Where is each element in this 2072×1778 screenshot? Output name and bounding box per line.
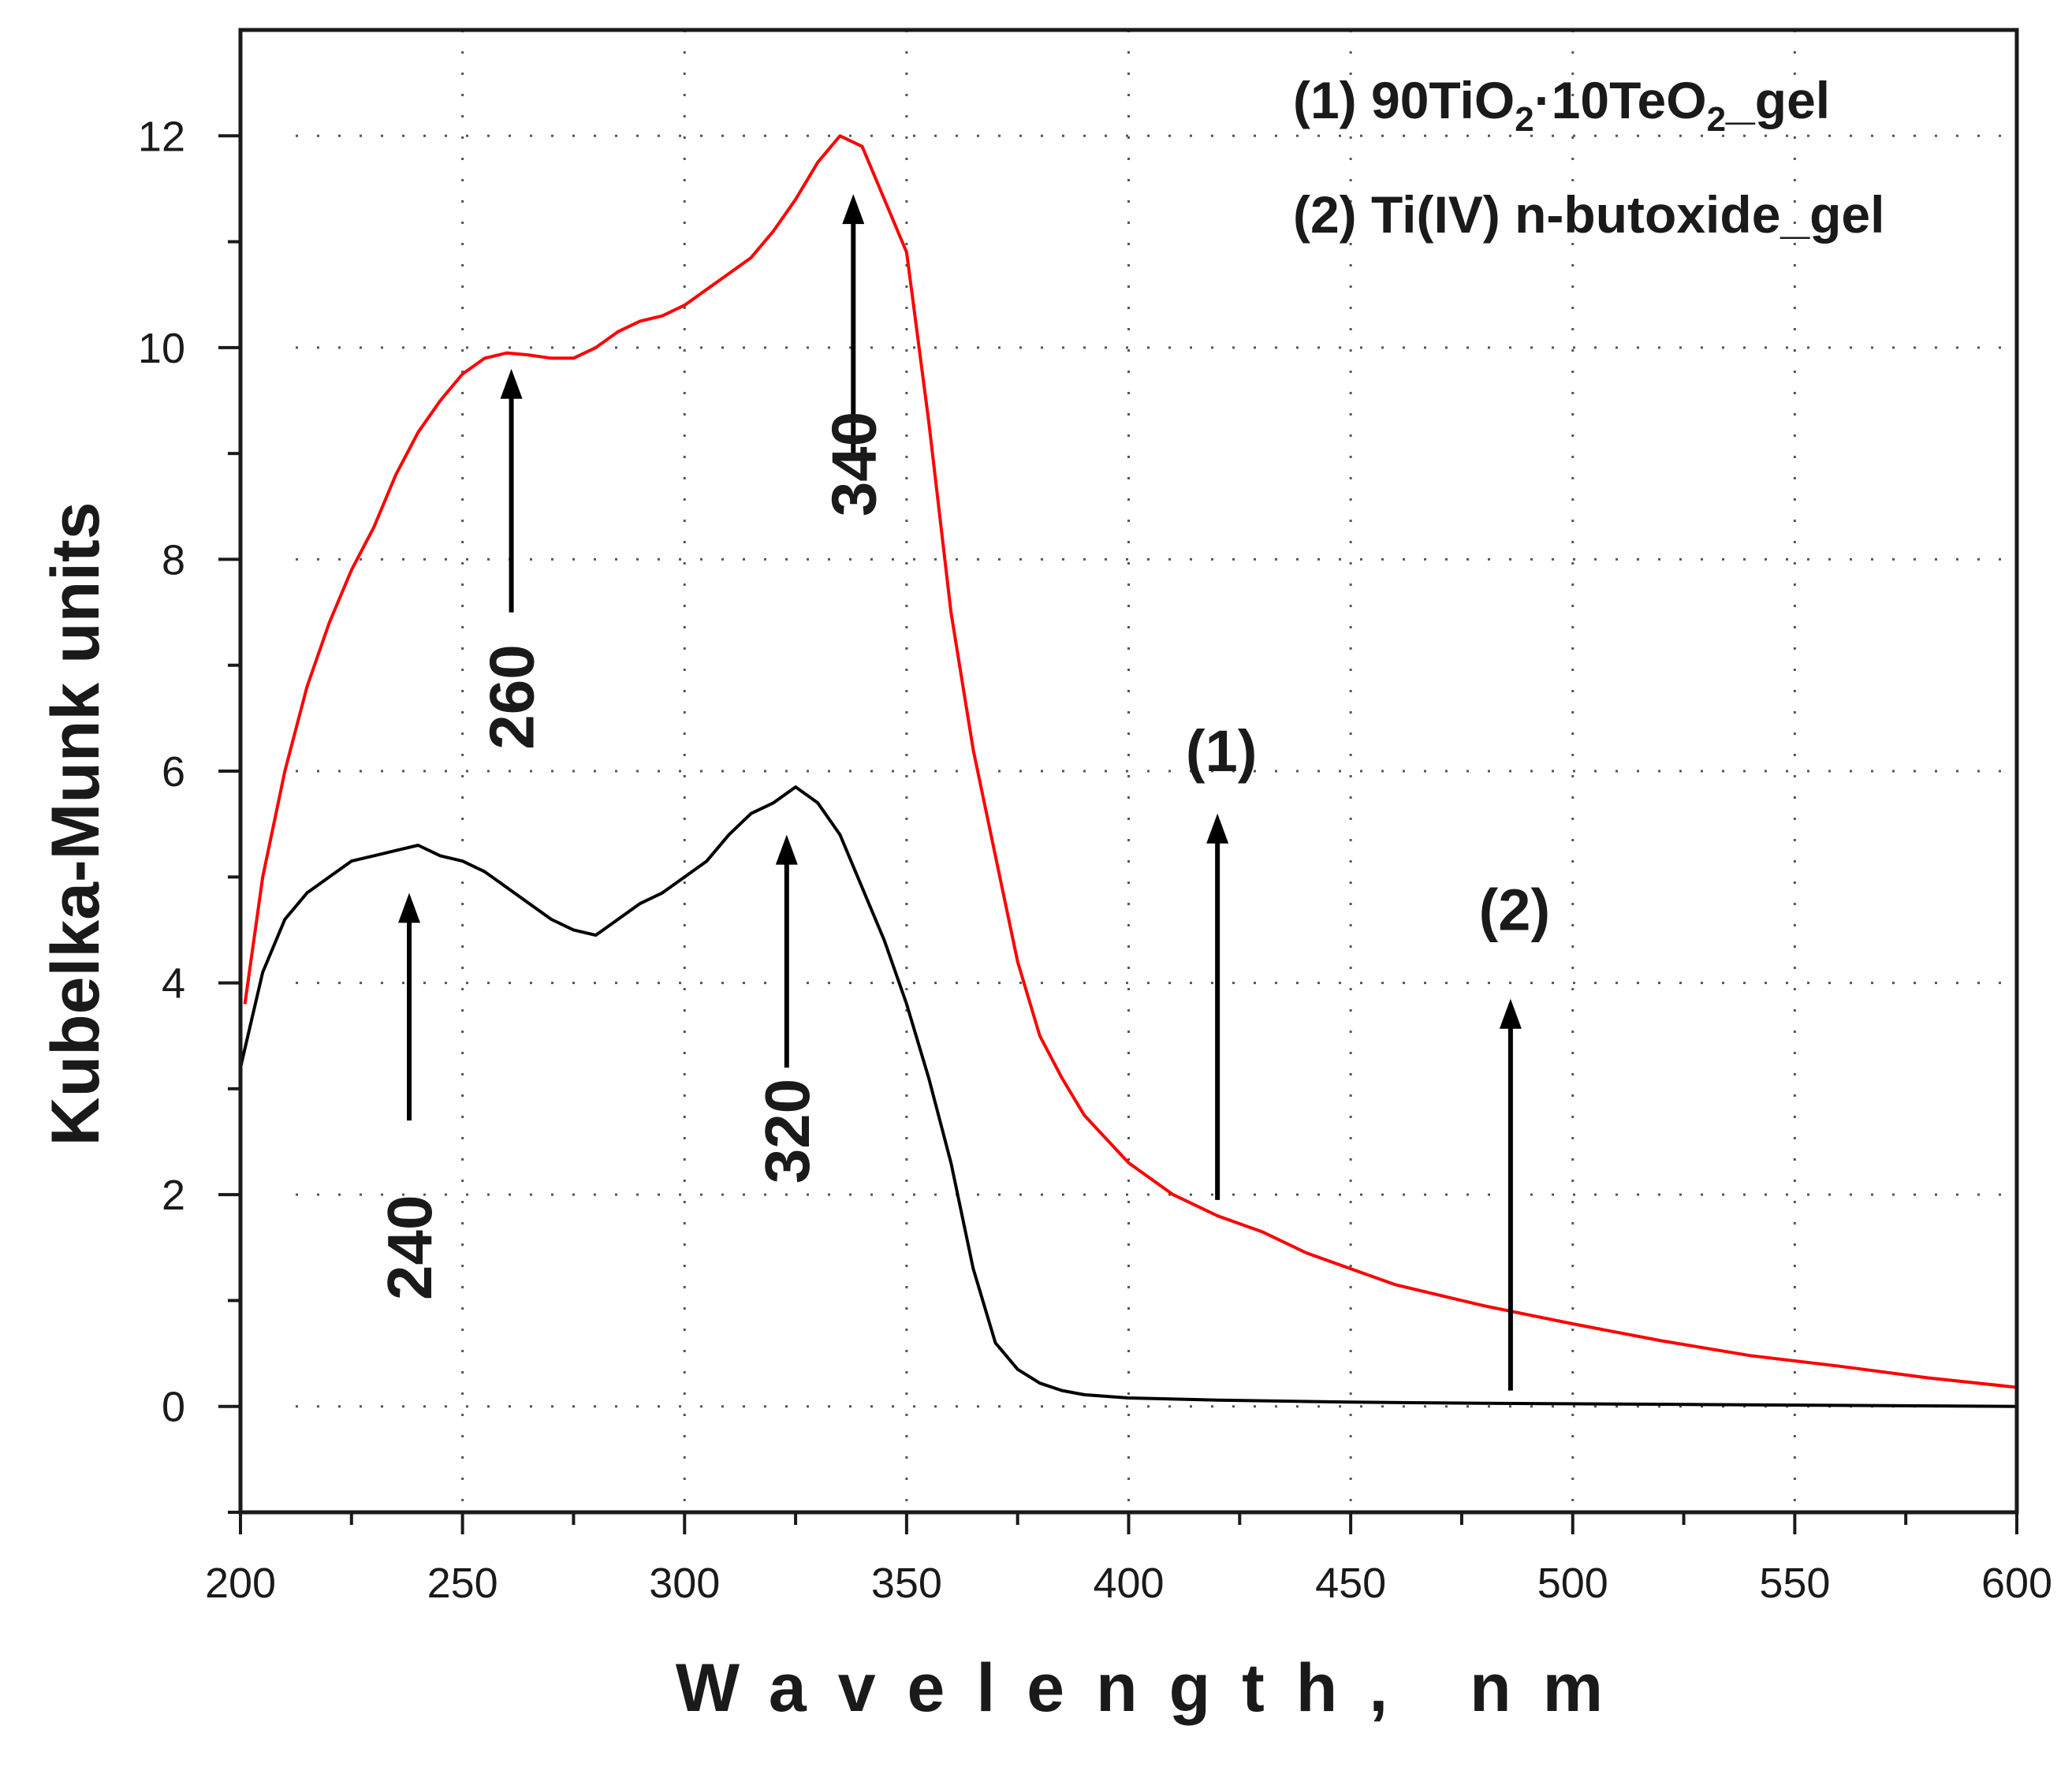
- y-tick-label-4: 4: [162, 960, 185, 1008]
- curve-arrow-2-head: [1499, 998, 1522, 1029]
- peak-arrow-320-head: [775, 834, 798, 865]
- x-tick-label-200: 200: [205, 1560, 276, 1607]
- x-tick-label-250: 250: [427, 1560, 498, 1607]
- y-axis-title: Kubelka-Munk units: [38, 501, 114, 1146]
- y-tick-label-6: 6: [162, 748, 185, 796]
- y-tick-label-8: 8: [162, 536, 185, 583]
- x-tick-label-450: 450: [1315, 1560, 1386, 1607]
- legend: (1) 90TiO2·10TeO2_gel (2) Ti(IV) n-butox…: [1293, 71, 1884, 244]
- legend-entry-1: (1) 90TiO2·10TeO2_gel: [1293, 71, 1830, 139]
- y-tick-label-0: 0: [162, 1384, 185, 1431]
- legend-entry-1-suffix: _gel: [1725, 71, 1830, 129]
- series-group: [239, 134, 2018, 1408]
- ticks: 200 250 300 350 400 450 500 550 600 0 2 4 6 8 10 12: [138, 113, 2052, 1607]
- peak-arrow-240-head: [398, 893, 421, 923]
- x-tick-label-500: 500: [1537, 1560, 1608, 1607]
- series-line-1: [243, 134, 2018, 1389]
- legend-entry-1-sub2: 2: [1707, 100, 1726, 139]
- x-tick-label-600: 600: [1981, 1560, 2052, 1607]
- legend-entry-2: (2) Ti(IV) n-butoxide_gel: [1293, 185, 1884, 244]
- grid: [296, 30, 2017, 1512]
- peak-label-340: 340: [818, 412, 889, 516]
- annotations-group: 240 260 320 340 (1) (2): [375, 194, 1550, 1391]
- y-tick-label-2: 2: [162, 1172, 185, 1219]
- peak-arrow-260-head: [500, 368, 523, 399]
- y-tick-label-12: 12: [138, 113, 185, 160]
- x-tick-label-550: 550: [1759, 1560, 1830, 1607]
- peak-label-260: 260: [477, 644, 547, 749]
- x-tick-label-400: 400: [1093, 1560, 1164, 1607]
- series-line-2: [239, 785, 2018, 1408]
- curve-label-1: (1): [1186, 718, 1257, 784]
- y-tick-label-10: 10: [138, 325, 185, 372]
- peak-label-320: 320: [752, 1079, 822, 1183]
- peak-arrow-340-head: [842, 194, 865, 225]
- legend-entry-1-prefix: (1) 90TiO: [1293, 71, 1515, 129]
- x-tick-label-300: 300: [649, 1560, 720, 1607]
- x-axis-title: Wavelength, nm: [676, 1650, 1634, 1726]
- peak-label-240: 240: [375, 1195, 445, 1300]
- curve-arrow-1-head: [1206, 813, 1229, 844]
- legend-entry-1-sub1: 2: [1515, 100, 1534, 139]
- curve-label-2: (2): [1479, 877, 1550, 942]
- legend-entry-1-mid: ·10TeO: [1534, 71, 1707, 129]
- x-tick-label-350: 350: [871, 1560, 942, 1607]
